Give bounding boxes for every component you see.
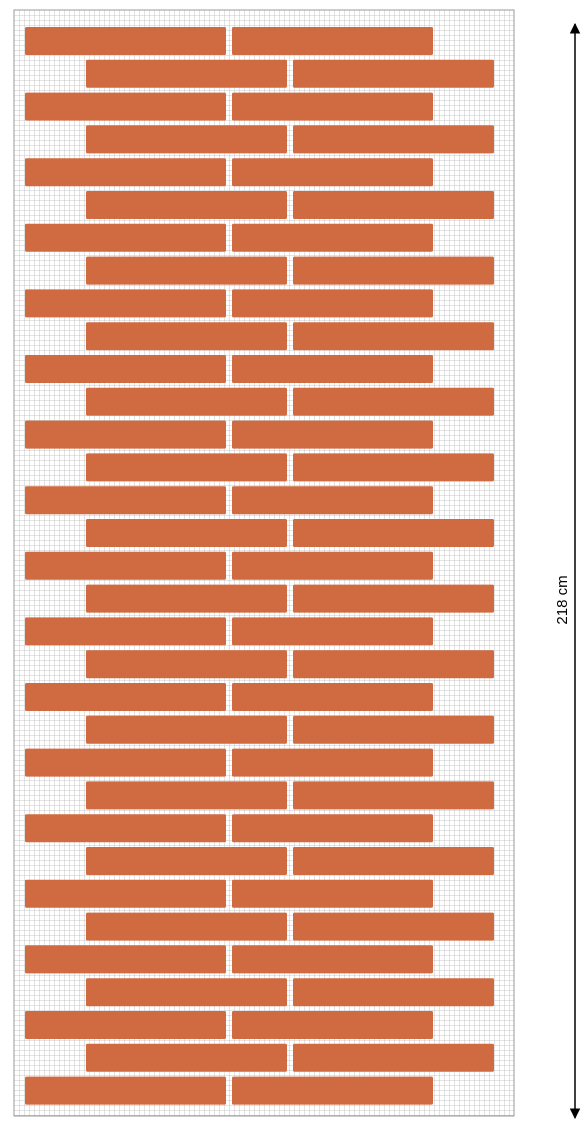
brick [86,650,287,679]
brick [293,453,494,482]
brick [232,289,433,318]
brick [86,387,287,416]
brick [232,551,433,580]
brick [86,584,287,613]
brick [293,715,494,744]
brick [25,27,226,55]
brick [293,322,494,351]
brick [232,27,433,55]
brick [86,125,287,154]
brick [293,584,494,613]
brick [86,978,287,1007]
brick [86,847,287,875]
brick [293,650,494,679]
brick [25,420,226,449]
brick [25,945,226,974]
brick [293,256,494,285]
brick [86,912,287,941]
brick [86,256,287,285]
brick [232,486,433,515]
brick [293,125,494,154]
brick [293,1043,494,1072]
brick [25,486,226,515]
brick [25,1076,226,1105]
brick [86,519,287,547]
dimension-label: 218 cm [554,575,571,624]
brick [293,978,494,1007]
brick [25,551,226,580]
brick [232,1076,433,1105]
brick [86,322,287,351]
brick [232,223,433,252]
brick [86,781,287,810]
brick-pattern [25,27,494,1105]
brick [86,453,287,482]
brick [293,912,494,941]
brick [25,92,226,121]
brick [293,59,494,88]
brick [232,748,433,777]
brick [293,191,494,219]
brick [25,879,226,908]
brick [293,387,494,416]
brick [232,92,433,121]
brick [25,748,226,777]
brick [86,715,287,744]
brick [293,519,494,547]
brick [25,223,226,252]
brick [232,879,433,908]
brick [25,1011,226,1039]
brick [25,355,226,383]
brick [232,683,433,711]
brick [25,683,226,711]
brick [232,1011,433,1039]
brick [86,59,287,88]
brick [232,355,433,383]
brick [25,158,226,187]
brick [232,945,433,974]
brick [293,847,494,875]
brick [293,781,494,810]
brick [86,1043,287,1072]
brick [25,289,226,318]
brick [232,617,433,646]
brick [232,814,433,843]
brick [25,617,226,646]
brick [25,814,226,843]
brick [232,158,433,187]
brick [86,191,287,219]
brick [232,420,433,449]
